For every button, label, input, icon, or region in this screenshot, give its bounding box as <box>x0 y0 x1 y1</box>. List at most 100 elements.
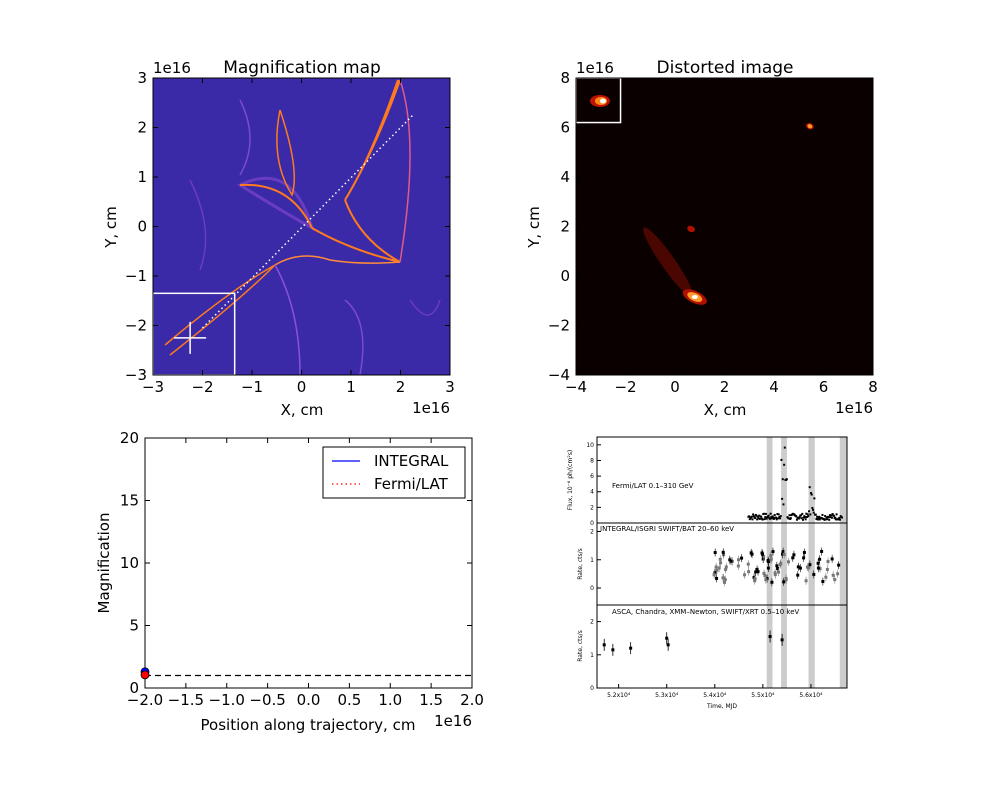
hard-xray-point <box>743 573 747 577</box>
inset-source-peak <box>600 98 606 104</box>
fermi-flux-point <box>835 513 838 516</box>
fermi-flux-point <box>773 517 776 520</box>
fermi-flux-point <box>806 513 809 516</box>
fermi-flux-point <box>805 512 808 515</box>
magnification-map-title: Magnification map <box>223 58 381 78</box>
hard-xray-point <box>746 562 750 566</box>
y-tick-label: −2 <box>548 317 570 335</box>
hard-xray-point <box>836 572 840 576</box>
fermi-flux-point <box>799 514 802 517</box>
fermi-flux-point <box>823 518 826 521</box>
hard-xray-point <box>754 570 758 574</box>
x-tick-label: 2 <box>396 378 406 396</box>
xray-point <box>666 643 670 647</box>
fermi-flux-point <box>826 518 829 521</box>
x-tick-label: 0 <box>297 378 307 396</box>
fermi-flux-point <box>808 486 811 489</box>
magnification-map-y-ticks: −3 −2 −1 0 1 2 3 <box>125 69 450 384</box>
fermi-flux-point <box>764 516 767 519</box>
fermi-flux-point <box>811 506 814 509</box>
hard-xray-point <box>712 573 716 577</box>
fermi-flux-point <box>810 493 813 496</box>
hard-xray-point <box>792 553 796 557</box>
hard-xray-point <box>713 551 717 555</box>
bright-spots <box>643 123 814 305</box>
hard-xray-point <box>820 549 824 553</box>
legend-box <box>322 446 466 499</box>
hard-xray-point <box>825 567 829 571</box>
hard-xray-point <box>714 565 718 569</box>
magnification-map-background <box>153 78 450 375</box>
fermi-flux-point <box>812 508 815 511</box>
hard-xray-point <box>769 554 773 558</box>
magnification-curve-y-ticks: 0 5 10 15 20 <box>120 429 472 697</box>
soft-xray-panel-label: ASCA, Chandra, XMM–Newton, SWIFT/XRT 0.5… <box>612 608 800 616</box>
fermi-flux-point <box>771 515 774 518</box>
y-tick-label: 2 <box>590 528 594 535</box>
fermi-flux-point <box>762 512 765 515</box>
magnification-curve-x-multiplier: 1e16 <box>434 712 472 730</box>
x-tick-label: −2 <box>191 378 213 396</box>
hard-xray-point <box>764 578 768 582</box>
light-curves-xlabel: Time, MJD <box>706 703 737 710</box>
caustic-curve <box>239 99 251 176</box>
fermi-flux-point <box>757 517 760 520</box>
hard-xray-point <box>766 559 770 563</box>
hard-xray-point <box>808 563 812 567</box>
y-tick-label: 4 <box>560 168 570 186</box>
fermi-flux-point <box>814 513 817 516</box>
hard-xray-point <box>761 557 765 561</box>
hard-xray-point <box>729 559 733 563</box>
x-tick-label: −1 <box>241 378 263 396</box>
fermi-flux-point <box>804 518 807 521</box>
y-tick-label: 0 <box>590 685 594 692</box>
hard-xray-point <box>749 551 753 555</box>
fermi-flux-point <box>758 517 761 520</box>
fermi-flux-point <box>777 513 780 516</box>
hard-xray-point <box>782 580 786 584</box>
y-tick-label: 1 <box>137 168 147 186</box>
fermi-flux-point <box>795 515 798 518</box>
fermi-flux-point <box>834 516 837 519</box>
distorted-image-y-multiplier: 1e16 <box>576 59 614 77</box>
hard-xray-point <box>802 556 806 560</box>
bright-spot-halo <box>687 225 695 233</box>
hard-xray-point <box>753 577 757 581</box>
caustic-curve <box>239 183 313 229</box>
hard-xray-point <box>830 557 834 561</box>
fermi-flux-point <box>777 517 780 520</box>
hard-xray-point <box>806 566 810 570</box>
fermi-flux-point <box>803 516 806 519</box>
fermi-flux-point <box>756 515 759 518</box>
hard-xray-point <box>787 560 791 564</box>
x-tick-label: −3 <box>142 378 164 396</box>
series-points <box>140 667 150 680</box>
hard-xray-point <box>776 567 780 571</box>
magnification-map-y-multiplier: 1e16 <box>153 59 191 77</box>
xray-point <box>665 636 669 640</box>
x-tick-label: −0.5 <box>249 691 285 709</box>
x-tick-label: 0 <box>670 378 680 396</box>
hard-xray-point <box>770 580 774 584</box>
fermi-flux-point <box>813 497 816 500</box>
fermi-flux-point <box>775 516 778 519</box>
light-curves-background <box>566 435 850 715</box>
distorted-image-x-ticks: −4 −2 0 2 4 6 8 <box>565 78 878 396</box>
fermi-flux-point <box>830 514 833 517</box>
legend-label-fermi: Fermi/LAT <box>374 475 449 493</box>
fermi-flux-point <box>780 458 783 461</box>
fermi-flux-point <box>788 514 791 517</box>
fermi-flux-point <box>838 516 841 519</box>
y-tick-label: 2 <box>590 619 594 626</box>
hard-xray-point <box>761 552 765 556</box>
fermi-flux-point <box>808 510 811 513</box>
fermi-flux-point <box>768 517 771 520</box>
fermi-flux-point <box>748 515 751 518</box>
fermi-flux-point <box>765 517 768 520</box>
hard-xray-point <box>763 573 767 577</box>
y-tick-label: 4 <box>590 489 594 496</box>
y-tick-label: 1 <box>590 652 594 659</box>
hard-xray-point <box>740 556 744 560</box>
hard-xray-point <box>737 558 741 562</box>
x-tick-label: 6 <box>819 378 829 396</box>
